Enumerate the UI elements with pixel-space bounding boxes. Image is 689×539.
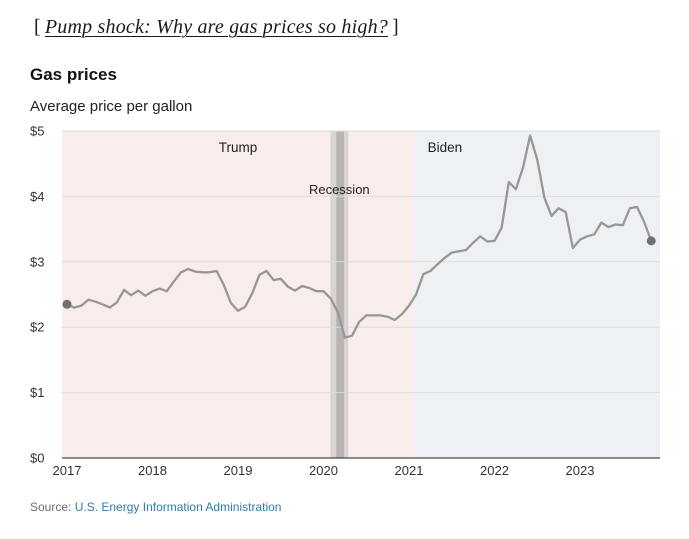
x-tick-label: 2021 — [395, 463, 424, 478]
y-tick-label: $1 — [30, 385, 44, 400]
recession-band-core — [336, 131, 345, 458]
y-tick-label: $0 — [30, 451, 44, 466]
source-link[interactable]: U.S. Energy Information Administration — [74, 500, 282, 514]
x-tick-label: 2020 — [309, 463, 338, 478]
region-label-biden: Biden — [428, 140, 463, 155]
x-tick-label: 2022 — [480, 463, 509, 478]
chart-title: Gas prices — [30, 65, 117, 84]
bracket-close: ] — [392, 16, 399, 38]
region-trump — [62, 131, 414, 458]
x-tick-label: 2017 — [53, 463, 82, 478]
x-tick-label: 2019 — [224, 463, 253, 478]
y-tick-label: $4 — [30, 189, 44, 204]
source-line: Source: U.S. Energy Information Administ… — [30, 500, 689, 514]
related-article-link[interactable]: Pump shock: Why are gas prices so high? — [44, 16, 388, 38]
chart-subtitle: Average price per gallon — [30, 98, 193, 115]
bracket-open: [ — [34, 16, 41, 38]
y-tick-label: $5 — [30, 124, 44, 139]
y-tick-label: $2 — [30, 320, 44, 335]
y-tick-label: $3 — [30, 254, 44, 269]
x-tick-label: 2018 — [138, 463, 167, 478]
region-label-trump: Trump — [219, 140, 258, 155]
related-link-kicker: [Pump shock: Why are gas prices so high?… — [30, 16, 689, 39]
endpoint-dot-start — [62, 299, 72, 309]
recession-label: Recession — [309, 182, 370, 197]
endpoint-dot-end — [646, 236, 656, 246]
source-label: Source: — [30, 500, 72, 514]
price-line — [65, 134, 653, 339]
region-biden — [413, 131, 660, 458]
gas-prices-line-chart: $0 $1 $2 $3 $4 $5 2017 2018 2019 2020 2021 2022 2023… — [30, 124, 660, 478]
x-tick-label: 2023 — [566, 463, 595, 478]
